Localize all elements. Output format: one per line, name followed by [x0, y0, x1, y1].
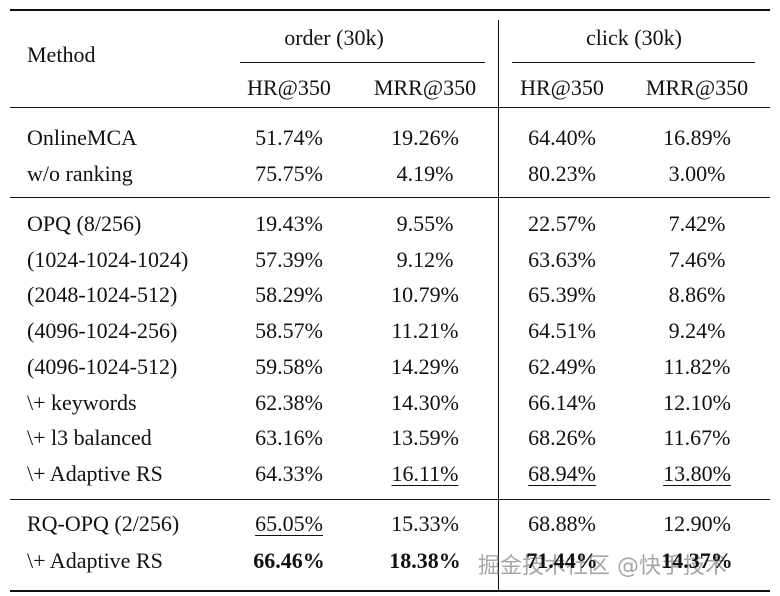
- cell: 14.37%: [661, 548, 733, 573]
- cell: 16.89%: [663, 125, 731, 150]
- section-rule: [10, 197, 770, 198]
- column-header: HR@350: [520, 75, 604, 100]
- cell: 80.23%: [528, 161, 596, 186]
- cell: 18.38%: [389, 548, 461, 573]
- cell: 14.30%: [391, 389, 459, 415]
- row-method: OPQ (8/256): [27, 211, 142, 236]
- top-rule: [10, 9, 770, 11]
- group-title: order (30k): [284, 25, 384, 50]
- cell: 58.57%: [255, 318, 323, 344]
- cell: 15.33%: [391, 511, 459, 536]
- cell: 51.74%: [255, 125, 323, 150]
- cell: 12.10%: [663, 389, 731, 415]
- cell: 65.39%: [528, 282, 596, 308]
- watermark: 掘金技术社区 @快手技术: [478, 554, 727, 579]
- cell: 63.63%: [528, 246, 596, 272]
- cell: 10.79%: [391, 282, 459, 308]
- cell: 8.86%: [668, 282, 726, 308]
- row-method: (4096-1024-256): [27, 318, 178, 344]
- cell: 66.14%: [528, 389, 596, 415]
- cell: 71.44%: [526, 548, 598, 573]
- cell: 64.40%: [528, 125, 596, 150]
- row-method: (2048-1024-512): [27, 282, 178, 308]
- cell: 3.00%: [668, 161, 726, 186]
- row-method: RQ-OPQ (2/256): [27, 511, 180, 536]
- row-method: \+ l3 balanced: [27, 425, 152, 451]
- cell: 16.11%: [391, 460, 459, 486]
- column-header: MRR@350: [373, 75, 477, 100]
- row-method: \+ Adaptive RS: [27, 460, 163, 486]
- cell: 11.67%: [663, 425, 731, 451]
- row-method: (4096-1024-512): [27, 353, 178, 379]
- cell: 14.29%: [391, 353, 459, 379]
- header-method: Method: [27, 42, 96, 67]
- cell: 12.90%: [663, 511, 731, 536]
- group-rule: [240, 62, 485, 63]
- cell: 22.57%: [528, 211, 596, 236]
- cell: 19.26%: [391, 125, 459, 150]
- cell: 13.80%: [663, 460, 731, 486]
- column-header: HR@350: [247, 75, 331, 100]
- row-method: (1024-1024-1024): [27, 246, 189, 272]
- cell: 11.82%: [663, 353, 731, 379]
- row-method: \+ Adaptive RS: [27, 548, 163, 573]
- cell: 11.21%: [391, 318, 459, 344]
- cell: 7.42%: [668, 211, 726, 236]
- cell: 9.12%: [396, 246, 454, 272]
- section-rule: [10, 499, 770, 500]
- cell: 19.43%: [255, 211, 323, 236]
- cell: 9.24%: [668, 318, 726, 344]
- cell: 62.38%: [255, 389, 323, 415]
- cell: 62.49%: [528, 353, 596, 379]
- cell: 57.39%: [255, 246, 323, 272]
- cell: 13.59%: [391, 425, 459, 451]
- column-header: MRR@350: [645, 75, 749, 100]
- cell: 63.16%: [255, 425, 323, 451]
- row-method: w/o ranking: [27, 161, 133, 186]
- bottom-rule: [10, 590, 770, 592]
- cell: 75.75%: [255, 161, 323, 186]
- cell: 68.88%: [528, 511, 596, 536]
- cell: 58.29%: [255, 282, 323, 308]
- cell: 64.51%: [528, 318, 596, 344]
- cell: 66.46%: [253, 548, 325, 573]
- header-rule: [10, 107, 770, 108]
- group-rule: [512, 62, 755, 63]
- row-method: OnlineMCA: [27, 125, 137, 150]
- cell: 64.33%: [255, 460, 323, 486]
- cell: 68.94%: [528, 460, 596, 486]
- cell: 9.55%: [396, 211, 454, 236]
- cell: 4.19%: [396, 161, 454, 186]
- cell: 68.26%: [528, 425, 596, 451]
- cell: 59.58%: [255, 353, 323, 379]
- group-title: click (30k): [586, 25, 682, 50]
- row-method: \+ keywords: [27, 389, 137, 415]
- cell: 7.46%: [668, 246, 726, 272]
- column-divider: [498, 20, 499, 590]
- cell: 65.05%: [255, 511, 323, 536]
